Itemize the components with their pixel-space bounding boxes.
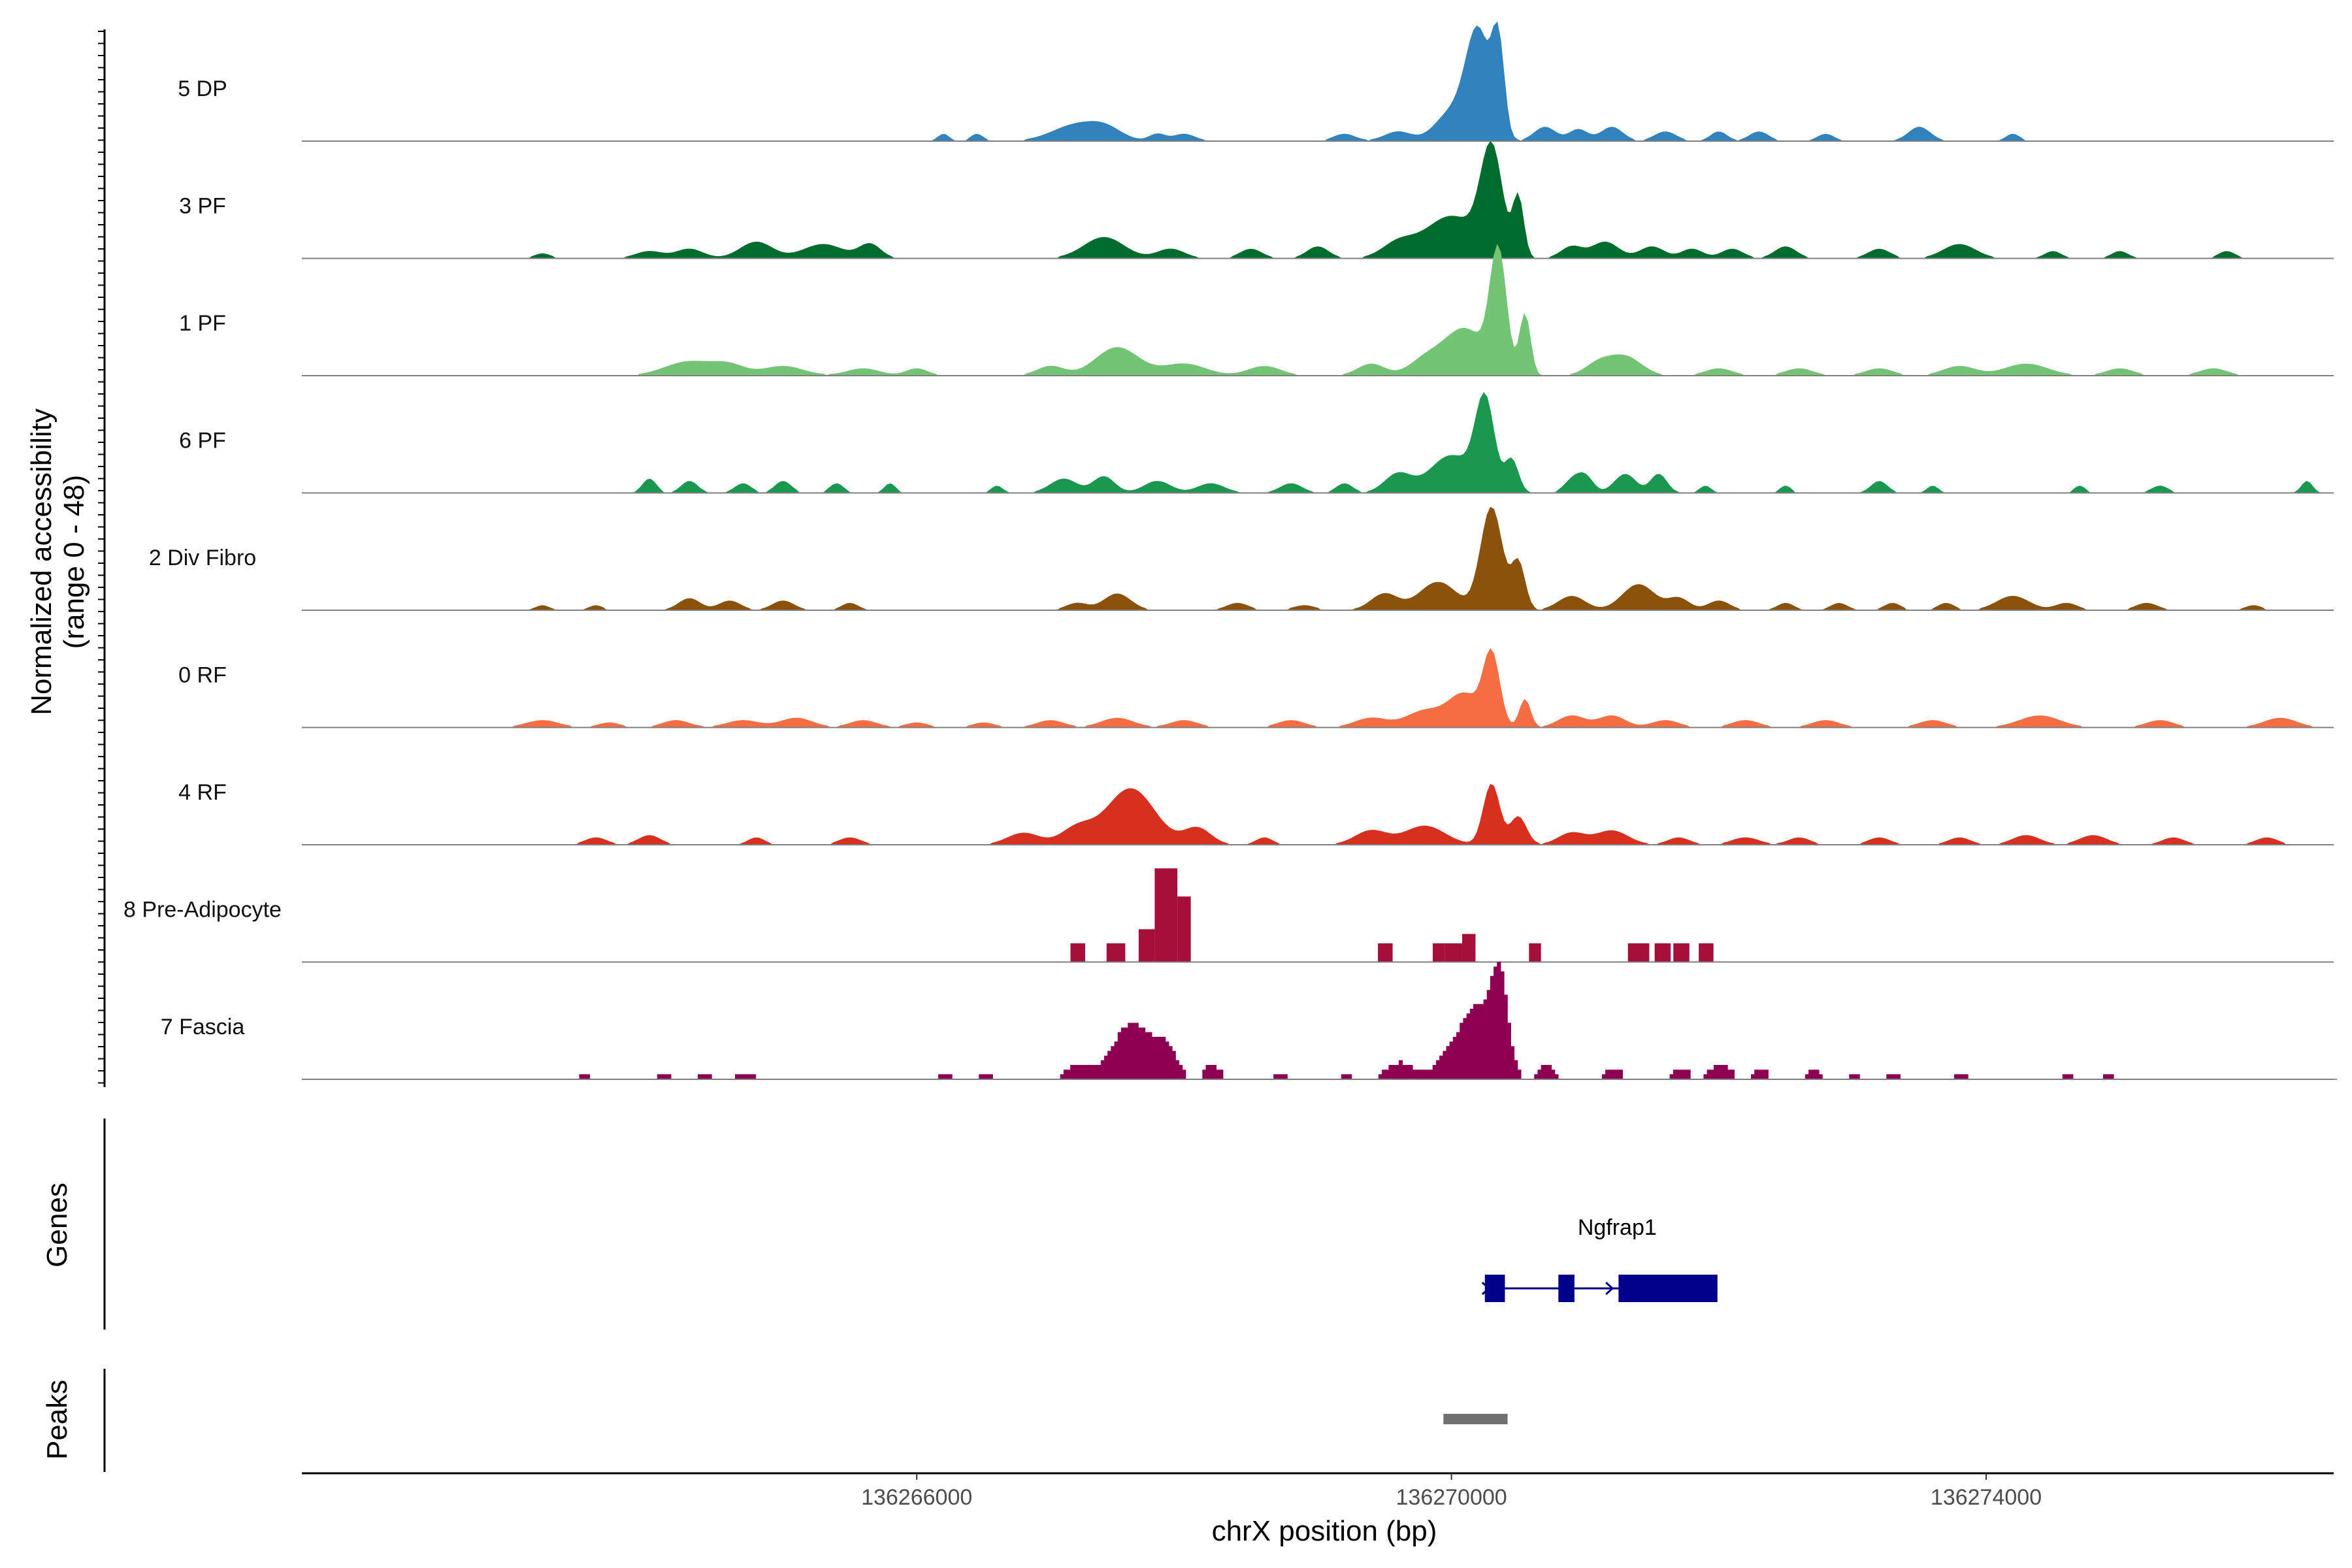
- y-axis: [98, 29, 106, 1087]
- coverage-area: [302, 140, 2334, 259]
- track-label: 7 Fascia: [161, 1015, 245, 1039]
- track-8-pre-adipocyte: 8 Pre-Adipocyte: [123, 868, 2334, 963]
- track-label: 2 Div Fibro: [149, 546, 256, 570]
- track-label: 3 PF: [179, 194, 226, 219]
- coverage-block: [1138, 929, 1155, 962]
- track-3-pf: 3 PF: [179, 140, 2334, 259]
- coverage-block: [1378, 943, 1393, 962]
- x-tick-label: 136266000: [861, 1485, 972, 1510]
- x-tick-label: 136274000: [1931, 1485, 2042, 1510]
- coverage-block: [1627, 943, 1650, 962]
- y-axis-range-label: (range 0 - 48): [58, 475, 90, 649]
- coverage-area: [302, 506, 2334, 611]
- gene-strand-arrow: [1481, 1281, 1491, 1296]
- track-label: 8 Pre-Adipocyte: [123, 898, 282, 923]
- gene-name-label: Ngfrap1: [1578, 1215, 1657, 1240]
- x-tick-label: 136270000: [1396, 1485, 1507, 1510]
- track-5-dp: 5 DP: [178, 21, 2334, 142]
- track-6-pf: 6 PF: [179, 392, 2334, 494]
- coverage-block: [1106, 943, 1126, 962]
- coverage-area: [302, 648, 2334, 728]
- coverage-block: [1673, 943, 1690, 962]
- coverage-block: [1699, 943, 1714, 962]
- track-2-div-fibro: 2 Div Fibro: [149, 506, 2334, 611]
- coverage-block: [1445, 943, 1462, 962]
- peaks-panel: Peaks: [41, 1369, 1508, 1472]
- coverage-block: [1177, 896, 1191, 962]
- y-axis-title: Normalized accessibility: [25, 408, 57, 715]
- genes-panel: Genes Ngfrap1: [41, 1119, 1718, 1330]
- coverage-area: [302, 392, 2334, 493]
- genes-panel-title: Genes: [41, 1183, 73, 1267]
- track-0-rf: 0 RF: [178, 648, 2334, 728]
- gene-exon: [1618, 1275, 1718, 1302]
- x-axis-title: chrX position (bp): [1212, 1515, 1437, 1547]
- gene-exon: [1558, 1275, 1575, 1302]
- gene-strand-arrow: [1605, 1281, 1614, 1296]
- coverage-area: [302, 962, 2338, 1080]
- peak-region: [1443, 1414, 1508, 1424]
- coverage-area: [302, 783, 2334, 845]
- track-label: 0 RF: [178, 663, 227, 688]
- track-label: 6 PF: [179, 429, 226, 453]
- coverage-block: [1070, 943, 1085, 962]
- coverage-block: [1529, 943, 1541, 962]
- track-1-pf: 1 PF: [179, 244, 2334, 376]
- track-4-rf: 4 RF: [178, 780, 2334, 845]
- track-label: 4 RF: [178, 780, 227, 805]
- peaks-panel-title: Peaks: [41, 1380, 73, 1460]
- coverage-area: [302, 21, 2334, 142]
- coverage-block: [1654, 943, 1671, 962]
- track-7-fascia: 7 Fascia: [161, 962, 2338, 1080]
- coverage-area: [302, 244, 2334, 376]
- coverage-block: [1432, 943, 1445, 962]
- coverage-tracks: 5 DP 3 PF 1 PF 6 PF 2 Div Fibro 0 RF 4 RF 8 Pre…: [123, 21, 2338, 1080]
- track-label: 5 DP: [178, 76, 227, 101]
- coverage-block: [1154, 868, 1178, 962]
- track-label: 1 PF: [179, 311, 226, 336]
- coverage-block: [1462, 934, 1476, 962]
- x-axis: 136266000 136270000 136274000: [302, 1472, 2334, 1510]
